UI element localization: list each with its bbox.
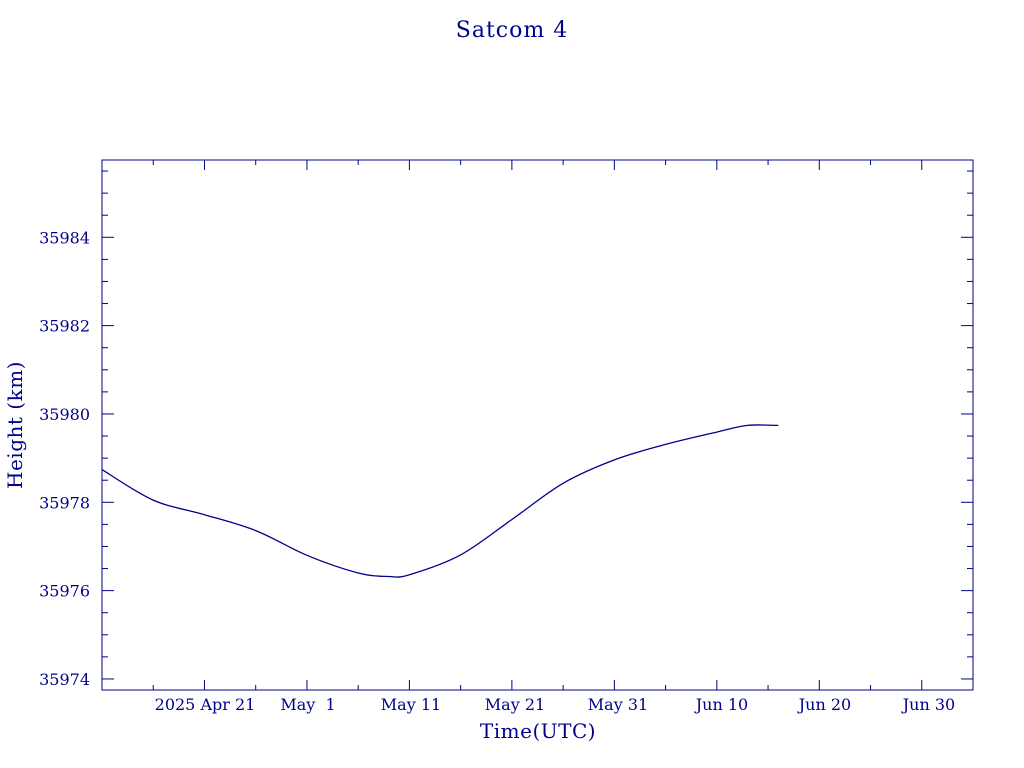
- x-tick-labels: 2025 Apr 21 May 1 May 11 May 21 May 31 Jun 10…: [155, 695, 956, 714]
- x-tick-label: Jun 20: [797, 695, 851, 714]
- series-line: [101, 424, 779, 578]
- x-tick-label: 2025 Apr 21: [155, 695, 256, 714]
- y-tick-label: 35976: [39, 582, 90, 601]
- y-tick-label: 35980: [39, 405, 90, 424]
- plot-frame: [101, 159, 974, 691]
- y-tick-labels: 35974 35976 35978 35980 35982 35984: [39, 228, 90, 689]
- x-tick-label: May 31: [588, 695, 648, 714]
- y-tick-label: 35978: [39, 493, 90, 512]
- x-tick-label: May 21: [485, 695, 545, 714]
- y-tick-label: 35974: [39, 670, 90, 689]
- x-axis-label: Time(UTC): [480, 719, 596, 743]
- chart-title: Satcom 4: [456, 18, 568, 43]
- x-tick-label: May 1: [280, 695, 335, 714]
- axis-ticks: [102, 160, 974, 690]
- y-tick-label: 35984: [39, 228, 90, 247]
- x-tick-label: Jun 30: [901, 695, 955, 714]
- y-tick-label: 35982: [39, 317, 90, 336]
- y-axis-label: Height (km): [3, 361, 27, 489]
- x-tick-label: Jun 10: [694, 695, 748, 714]
- x-tick-label: May 11: [381, 695, 441, 714]
